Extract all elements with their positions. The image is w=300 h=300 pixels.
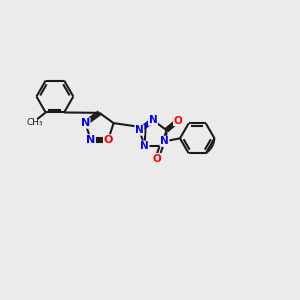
Text: N: N <box>160 136 169 146</box>
Text: N: N <box>135 125 144 135</box>
Text: O: O <box>173 116 182 126</box>
Text: N: N <box>140 141 149 151</box>
Text: O: O <box>103 135 113 145</box>
Text: O: O <box>152 154 161 164</box>
Text: N: N <box>86 135 95 145</box>
Text: N: N <box>81 118 90 128</box>
Text: CH₃: CH₃ <box>26 118 43 127</box>
Text: N: N <box>148 115 157 125</box>
